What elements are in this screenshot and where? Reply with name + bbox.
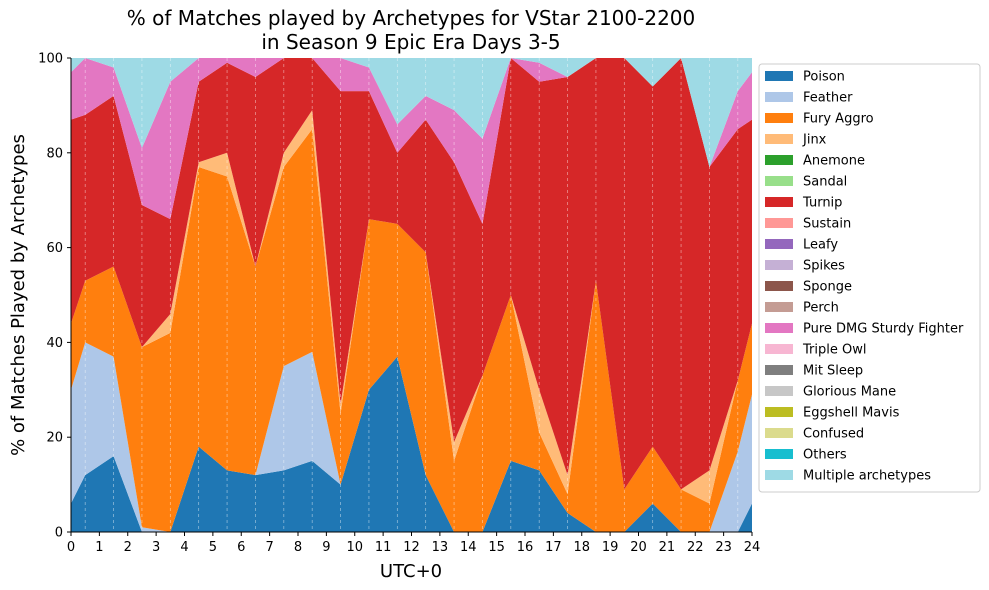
y-tick-label: 80	[46, 146, 63, 161]
legend-label-poison: Poison	[803, 70, 845, 85]
legend-label-perch: Perch	[803, 301, 839, 316]
x-tick-label: 4	[180, 540, 188, 555]
x-tick-label: 16	[517, 540, 534, 555]
legend-swatch-sandal	[765, 176, 793, 186]
legend-label-others: Others	[803, 448, 847, 463]
x-tick-label: 6	[237, 540, 245, 555]
y-axis-ticks: 0 20 40 60 80 100	[38, 52, 71, 541]
legend-label-confused: Confused	[803, 427, 864, 442]
legend-label-anemone: Anemone	[803, 154, 865, 169]
legend-label-sandal: Sandal	[803, 175, 847, 190]
x-tick-label: 0	[67, 540, 75, 555]
x-tick-label: 3	[152, 540, 160, 555]
chart-title-line-1: % of Matches played by Archetypes for VS…	[127, 6, 696, 30]
area-turnip	[71, 58, 752, 490]
chart-title-line-2: in Season 9 Epic Era Days 3-5	[261, 30, 560, 54]
legend-swatch-eggshell-mavis	[765, 407, 793, 417]
x-tick-label: 22	[687, 540, 704, 555]
area-poison	[71, 356, 752, 532]
stacked-areas	[71, 58, 752, 532]
legend-swatch-turnip	[765, 197, 793, 207]
legend-swatch-pure-dmg-sturdy-fighter	[765, 323, 793, 333]
x-tick-label: 24	[744, 540, 761, 555]
legend-label-leafy: Leafy	[803, 238, 838, 253]
x-tick-label: 10	[346, 540, 363, 555]
legend-swatch-triple-owl	[765, 344, 793, 354]
legend-swatch-poison	[765, 71, 793, 81]
legend-label-mit-sleep: Mit Sleep	[803, 364, 863, 379]
area-feather	[71, 342, 752, 532]
y-tick-label: 60	[46, 241, 63, 256]
area-multiple-archetypes	[71, 58, 752, 168]
legend: Poison Feather Fury Aggro Jinx Anemone Sandal…	[758, 63, 981, 493]
x-axis-ticks: 0 1 2 3 4 5 6 7 8 9 10 11 12 13 14 15 16 17 18 19 20 21 22 23 24	[67, 532, 760, 555]
legend-label-glorious-mane: Glorious Mane	[803, 385, 896, 400]
legend-swatch-sustain	[765, 218, 793, 228]
x-tick-label: 11	[375, 540, 392, 555]
x-tick-label: 18	[573, 540, 590, 555]
legend-swatch-fury-aggro	[765, 113, 793, 123]
x-tick-label: 5	[209, 540, 217, 555]
x-tick-label: 14	[460, 540, 477, 555]
legend-swatch-sponge	[765, 281, 793, 291]
legend-label-pure-dmg-sturdy-fighter: Pure DMG Sturdy Fighter	[803, 322, 964, 337]
x-tick-label: 9	[322, 540, 330, 555]
legend-swatch-spikes	[765, 260, 793, 270]
y-tick-label: 40	[46, 336, 63, 351]
grid-lines	[84, 58, 739, 532]
legend-swatch-leafy	[765, 239, 793, 249]
y-tick-label: 100	[38, 52, 63, 67]
x-tick-label: 2	[124, 540, 132, 555]
x-tick-label: 7	[265, 540, 273, 555]
x-tick-label: 20	[630, 540, 647, 555]
y-tick-label: 0	[55, 526, 63, 541]
legend-swatch-others	[765, 449, 793, 459]
x-tick-label: 23	[715, 540, 732, 555]
legend-label-jinx: Jinx	[802, 133, 827, 148]
x-axis-label: UTC+0	[380, 561, 442, 582]
legend-label-sustain: Sustain	[803, 217, 851, 232]
x-tick-label: 13	[432, 540, 449, 555]
legend-swatch-confused	[765, 428, 793, 438]
legend-label-multiple-archetypes: Multiple archetypes	[803, 469, 931, 484]
legend-label-eggshell-mavis: Eggshell Mavis	[803, 406, 900, 421]
y-axis-label: % of Matches Played by Archetypes	[8, 134, 29, 456]
y-tick-label: 20	[46, 431, 63, 446]
x-tick-label: 12	[403, 540, 420, 555]
legend-swatch-multiple-archetypes	[765, 470, 793, 480]
legend-swatch-jinx	[765, 134, 793, 144]
chart-title: % of Matches played by Archetypes for VS…	[127, 6, 696, 54]
x-tick-label: 8	[294, 540, 302, 555]
legend-label-sponge: Sponge	[803, 280, 852, 295]
legend-swatch-anemone	[765, 155, 793, 165]
legend-label-feather: Feather	[803, 91, 853, 106]
x-tick-label: 19	[602, 540, 619, 555]
legend-box	[758, 63, 981, 493]
legend-swatch-glorious-mane	[765, 386, 793, 396]
legend-swatch-mit-sleep	[765, 365, 793, 375]
x-tick-label: 21	[659, 540, 676, 555]
legend-label-turnip: Turnip	[802, 196, 842, 211]
legend-label-spikes: Spikes	[803, 259, 845, 274]
legend-swatch-perch	[765, 302, 793, 312]
legend-label-triple-owl: Triple Owl	[802, 343, 866, 358]
x-tick-label: 15	[488, 540, 505, 555]
x-tick-label: 1	[95, 540, 103, 555]
x-tick-label: 17	[545, 540, 562, 555]
area-fury-aggro	[71, 129, 752, 532]
legend-swatch-feather	[765, 92, 793, 102]
legend-label-fury-aggro: Fury Aggro	[803, 112, 874, 127]
